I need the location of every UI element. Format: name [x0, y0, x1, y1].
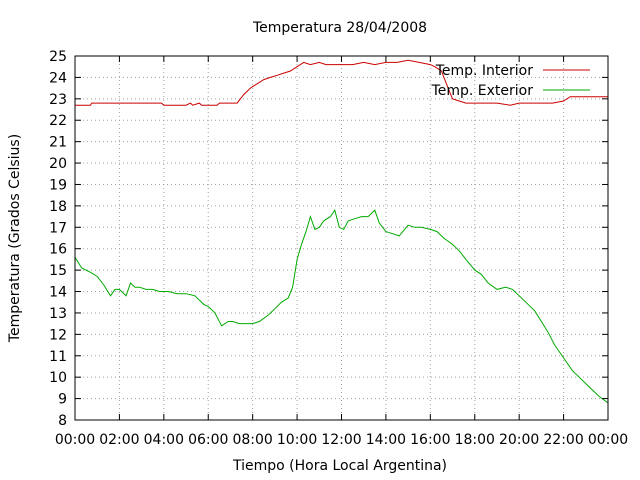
- legend: Temp. Interior Temp. Exterior: [431, 63, 590, 99]
- y-tick-label: 23: [49, 92, 67, 108]
- x-tick-label: 18:00: [455, 432, 495, 448]
- y-tick-label: 25: [49, 49, 67, 65]
- plot-frame: [74, 55, 609, 421]
- x-tick-label: 00:00: [588, 432, 628, 448]
- x-tick-label: 04:00: [144, 432, 184, 448]
- grid-lines: [75, 56, 608, 420]
- legend-label: Temp. Interior: [435, 63, 534, 79]
- y-tick-label: 21: [49, 135, 67, 151]
- x-tick-label: 14:00: [366, 432, 406, 448]
- y-tick-label: 20: [49, 156, 67, 172]
- x-tick-labels: 00:00 02:00 04:00 06:00 08:00 10:00 12:00 14:00…: [55, 432, 628, 448]
- y-tick-label: 18: [49, 199, 67, 215]
- x-tick-label: 22:00: [543, 432, 583, 448]
- x-tick-label: 06:00: [188, 432, 228, 448]
- y-tick-label: 11: [49, 349, 67, 365]
- x-axis-label: Tiempo (Hora Local Argentina): [232, 458, 447, 474]
- axis-ticks: [74, 55, 609, 421]
- chart-title: Temperatura 28/04/2008: [252, 20, 427, 36]
- series-line-exterior: [74, 209, 609, 404]
- x-tick-label: 08:00: [232, 432, 272, 448]
- x-tick-label: 12:00: [321, 432, 361, 448]
- x-tick-label: 00:00: [55, 432, 95, 448]
- x-tick-label: 16:00: [410, 432, 450, 448]
- y-tick-label: 22: [49, 113, 67, 129]
- y-tick-label: 15: [49, 263, 67, 279]
- y-tick-label: 9: [58, 392, 67, 408]
- y-axis-label: Temperatura (Grados Celsius): [7, 134, 23, 343]
- y-tick-label: 13: [49, 306, 67, 322]
- y-tick-label: 17: [49, 220, 67, 236]
- x-tick-label: 02:00: [99, 432, 139, 448]
- series-line-interior: [75, 59, 608, 106]
- x-tick-label: 20:00: [499, 432, 539, 448]
- series-layer: [74, 59, 609, 404]
- y-tick-label: 14: [49, 285, 67, 301]
- x-tick-label: 10:00: [277, 432, 317, 448]
- y-tick-label: 8: [58, 413, 67, 429]
- y-tick-label: 19: [49, 177, 67, 193]
- y-tick-label: 12: [49, 327, 67, 343]
- y-tick-label: 10: [49, 370, 67, 386]
- y-tick-label: 24: [49, 70, 67, 86]
- y-tick-label: 16: [49, 242, 67, 258]
- legend-label: Temp. Exterior: [431, 83, 534, 99]
- y-tick-labels: 8 9 10 11 12 13 14 15 16 17 18 19 20 21 22 23 24 25: [49, 49, 67, 429]
